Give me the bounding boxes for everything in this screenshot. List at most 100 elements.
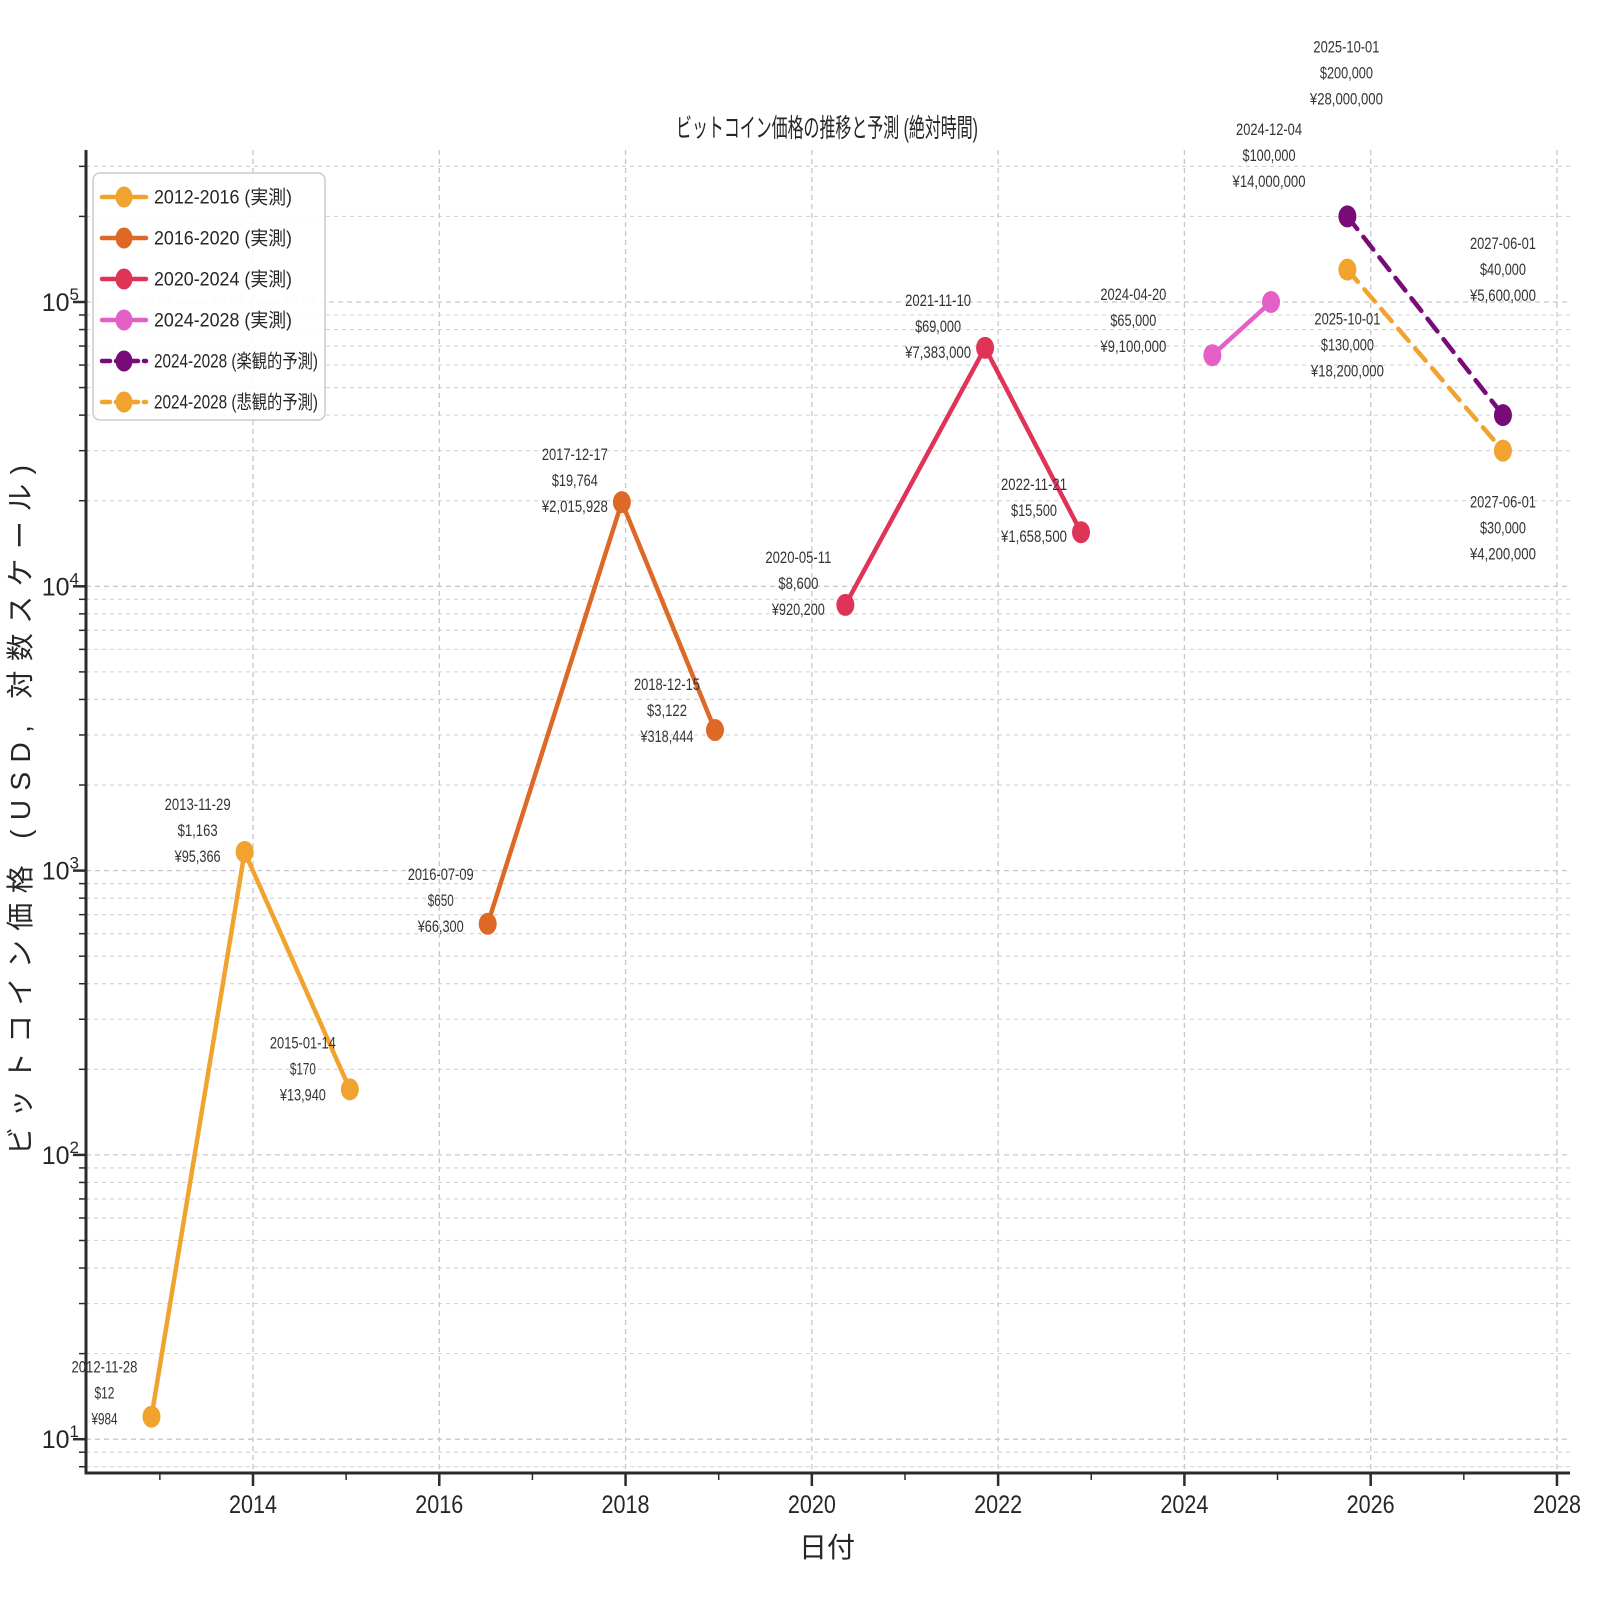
annotation-usd-value: $200,000 [1320,63,1373,82]
annotation-jpy-value: ¥18,200,000 [1310,362,1384,381]
data-point [1493,439,1512,462]
y-tick-label: 101 [42,1422,79,1454]
x-tick-label: 2016 [415,1491,463,1519]
legend-item: 2016-2020 (実測) [99,227,292,250]
data-point [612,491,631,514]
annotation-usd-value: $130,000 [1321,336,1374,355]
annotation-usd-value: $40,000 [1480,260,1526,279]
legend-item-label: 2016-2020 (実測) [154,228,292,250]
legend-item: 2024-2028 (楽観的予測) [99,350,318,373]
legend-item-label: 2024-2028 (悲観的予測) [154,392,318,414]
data-point [340,1078,359,1101]
legend-item-label: 2024-2028 (実測) [154,310,292,332]
x-tick-label: 2014 [229,1491,277,1519]
annotation-jpy-value: ¥95,366 [174,847,221,866]
legend-swatch-marker [115,350,133,372]
annotation-jpy-value: ¥14,000,000 [1232,172,1306,191]
annotation-usd-value: $3,122 [647,701,687,720]
y-tick-label: 105 [42,285,79,317]
annotation-usd-value: $650 [428,891,454,910]
y-tick-label: 103 [42,854,79,886]
series-2024-2028-pessimistic-forecast-line [1345,267,1506,453]
legend-layer: 2012-2016 (実測) 2016-2020 (実測) 2020-2024 (実… [92,172,326,421]
annotation-jpy-value: ¥920,200 [771,600,825,619]
data-point [1072,521,1091,544]
annotation-usd-value: $1,163 [178,821,218,840]
annotation-date: 2027-06-01 [1470,493,1536,512]
y-tick-label: 104 [42,569,79,601]
legend-swatch-marker [115,186,133,208]
annotation-usd-value: $12 [94,1384,114,1403]
series-2024-2028-pessimistic-forecast [1338,258,1512,462]
legend-item-label: 2024-2028 (楽観的予測) [154,351,318,373]
y-tick-label: 102 [42,1138,79,1170]
data-point [1262,291,1281,313]
legend-item: 2024-2028 (悲観的予測) [99,391,318,414]
annotation-date: 2015-01-14 [270,1033,336,1052]
legend-item: 2012-2016 (実測) [99,186,292,209]
x-tick-label: 2024 [1160,1491,1208,1519]
x-tick-label: 2022 [974,1491,1022,1519]
data-point [836,593,855,616]
annotation-usd-value: $19,764 [552,471,598,490]
annotation-layer: 2012-11-28 $12 ¥984 2013-11-29 $1,163 ¥95,366… [71,37,1535,1428]
series-2024-2028-optimistic-forecast [1338,205,1512,427]
x-tick-label: 2026 [1347,1491,1395,1519]
data-point [1493,404,1512,427]
annotation-date: 2024-04-20 [1100,285,1166,304]
annotation-date: 2027-06-01 [1470,234,1536,253]
series-2024-2028-optimistic-forecast-line [1345,214,1506,418]
annotation-date: 2018-12-15 [634,675,700,694]
data-point [235,840,254,863]
x-tick-label: 2028 [1533,1491,1581,1519]
legend-swatch-marker [115,391,133,413]
x-tick-label: 2020 [788,1491,836,1519]
annotation-date: 2025-10-01 [1313,37,1379,56]
annotation-jpy-value: ¥1,658,500 [1000,527,1067,546]
series-layer [142,205,1512,1428]
data-point [1338,258,1357,281]
legend-item-label: 2020-2024 (実測) [154,269,292,291]
chart-title: ビットコイン価格の推移と予測 (絶対時間) [676,113,978,143]
legend-item-label: 2012-2016 (実測) [154,187,292,209]
annotation-jpy-value: ¥13,940 [279,1085,326,1104]
legend-item: 2020-2024 (実測) [99,268,292,291]
x-axis-label: 日付 [799,1532,855,1563]
data-point [142,1405,161,1428]
data-point [1338,205,1357,228]
x-tick-label: 2018 [602,1491,650,1519]
grid-layer [86,150,1570,1473]
annotation-usd-value: $30,000 [1480,519,1526,538]
legend-swatch-marker [115,227,133,249]
data-point [705,719,724,742]
annotation-date: 2012-11-28 [71,1358,137,1377]
series-2024-2028-actual [1203,291,1281,367]
data-point [1203,344,1222,367]
annotation-date: 2017-12-17 [542,445,608,464]
legend-swatch-marker [115,268,133,290]
annotation-date: 2013-11-29 [165,795,231,814]
series-2012-2016-actual [142,840,359,1428]
annotation-jpy-value: ¥5,600,000 [1469,286,1536,305]
series-2020-2024-actual [836,336,1091,616]
annotation-date: 2024-12-04 [1236,120,1302,139]
annotation-usd-value: $8,600 [778,574,818,593]
annotation-usd-value: $15,500 [1011,501,1057,520]
legend-item: 2024-2028 (実測) [99,309,292,332]
annotation-jpy-value: ¥4,200,000 [1469,545,1536,564]
series-2024-2028-actual-line [1210,299,1274,358]
annotation-jpy-value: ¥318,444 [640,727,694,746]
annotation-jpy-value: ¥66,300 [417,917,464,936]
annotation-date: 2025-10-01 [1314,310,1380,329]
axes-layer: 2014 2016 2018 2020 2022 2024 2026 2028 101 102 10… [42,150,1581,1519]
annotation-date: 2020-05-11 [765,548,831,567]
annotation-jpy-value: ¥9,100,000 [1100,337,1167,356]
annotation-jpy-value: ¥28,000,000 [1309,89,1383,108]
annotation-usd-value: $69,000 [915,317,961,336]
annotation-jpy-value: ¥7,383,000 [904,343,971,362]
legend-swatch-marker [115,309,133,331]
series-2016-2020-actual [478,491,724,935]
annotation-date: 2016-07-09 [408,865,474,884]
